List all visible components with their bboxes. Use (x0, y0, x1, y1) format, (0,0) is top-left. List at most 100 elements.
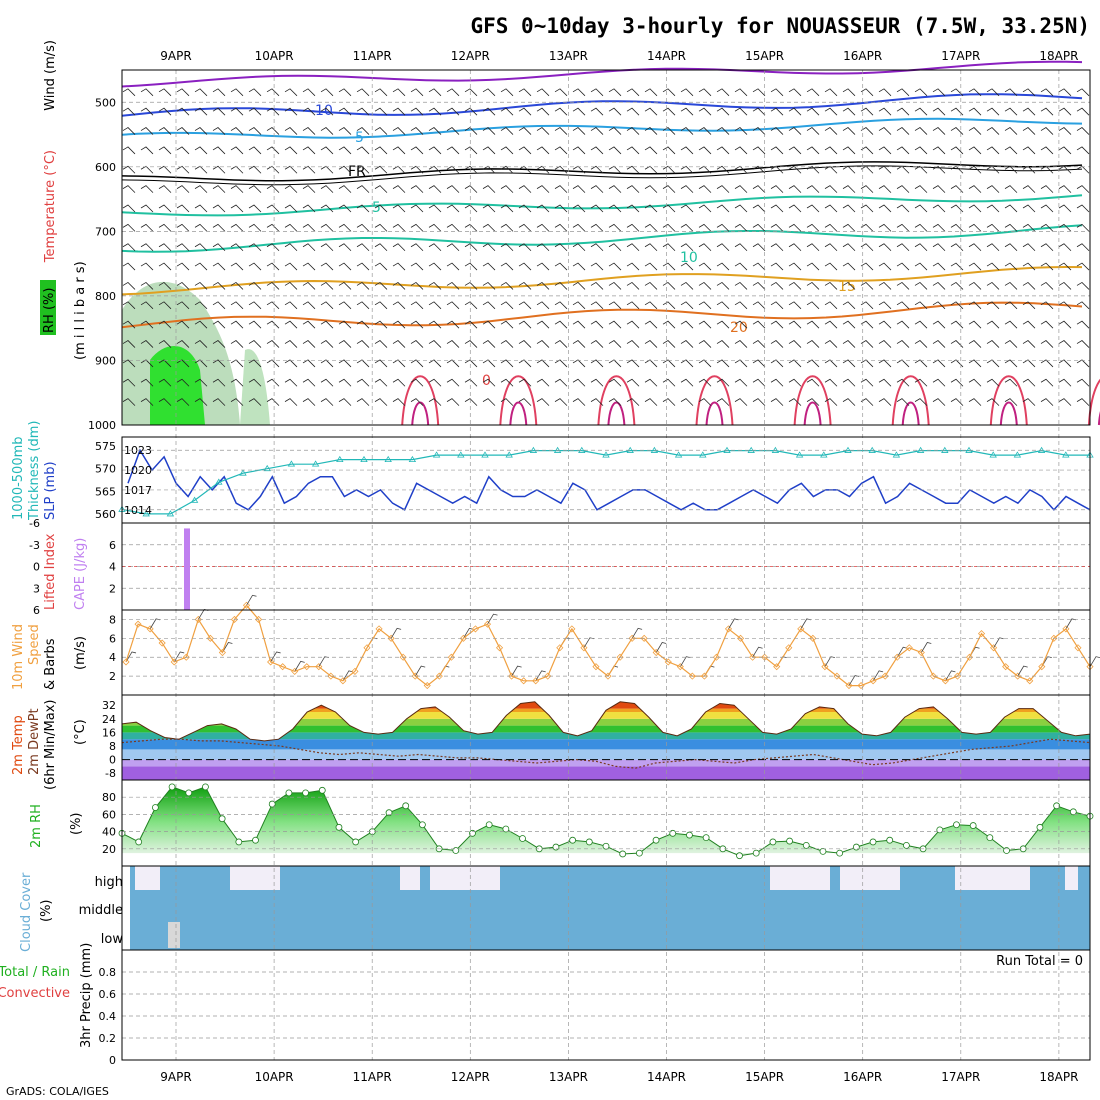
wind-barb (770, 146, 784, 155)
wind-barb-10m (390, 627, 402, 639)
wind-barb (176, 88, 190, 97)
rh-point (1069, 808, 1077, 816)
wind-barb (122, 185, 136, 193)
wind-speed-marker (821, 663, 829, 671)
wind-barb (716, 243, 730, 252)
wind-barb (1058, 204, 1072, 213)
wind-barb (392, 301, 406, 310)
wind-barb (392, 359, 406, 368)
wind-speed-marker (990, 644, 998, 652)
wind-barb (1022, 88, 1036, 97)
wind-barb (374, 88, 388, 97)
isotherm-line (121, 117, 1083, 139)
label-millibars: (m i l l i b a r s) (73, 261, 88, 360)
wind-barb (824, 185, 838, 193)
wind-barb (1004, 340, 1018, 348)
wind-barb (446, 281, 460, 290)
slp-tick: 1020 (124, 464, 152, 477)
wind-barb (248, 127, 262, 135)
wind-barb (770, 185, 784, 193)
wind-barb (1076, 281, 1090, 290)
wind-barb (878, 320, 892, 329)
wind-barb (824, 281, 838, 290)
wind-barb (338, 204, 352, 213)
wind-barb (770, 243, 784, 252)
wind-barb (680, 127, 694, 135)
wind-barb (716, 320, 730, 329)
wind-barb (950, 204, 964, 213)
wind-barb (284, 243, 298, 252)
wind-barb (122, 281, 136, 290)
wind-barb (698, 165, 712, 174)
wind-barb (698, 340, 712, 348)
wind-barb (500, 204, 514, 213)
wind-barb-10m (679, 656, 691, 667)
low-level-contour (793, 375, 832, 426)
wind-barb (482, 301, 496, 310)
wind-barb (536, 398, 550, 406)
wind-barb (572, 398, 586, 406)
wind-barb (734, 243, 748, 252)
wind-barb (896, 165, 910, 174)
rh-point (352, 838, 360, 846)
wind-barb (590, 320, 604, 329)
wind-barb (410, 359, 424, 368)
wind-barb (734, 262, 748, 271)
rh-point (1036, 823, 1044, 831)
wind-barb (518, 88, 532, 97)
wind-barb (194, 243, 208, 252)
rh-point (552, 843, 560, 851)
rh-point (852, 843, 860, 851)
low-cloud-block (168, 922, 180, 948)
wind-barb (878, 301, 892, 310)
wind-barb (428, 107, 442, 116)
wind-barb (518, 146, 532, 155)
wind-barb (608, 301, 622, 310)
wind-barb (284, 301, 298, 310)
rh-point (619, 850, 627, 858)
wind-barb-10m (246, 594, 257, 606)
wind-barb (590, 165, 604, 174)
wind-barb (230, 146, 244, 155)
wind-barb (446, 243, 460, 252)
label-wind: Wind (m/s) (43, 40, 58, 111)
low-level-contour (1087, 379, 1100, 426)
wind-barb (1040, 398, 1054, 406)
wind-barb (554, 223, 568, 232)
wind-barb (122, 88, 136, 97)
wind-barb (1058, 185, 1072, 193)
rh-tick: 60 (102, 808, 116, 821)
wind-barb (284, 378, 298, 387)
wind-barb (644, 243, 658, 252)
label-total-rain: Total / Rain (0, 965, 70, 980)
wind-barb (968, 243, 982, 252)
wind-speed-marker (158, 639, 166, 647)
wind-barb (1022, 398, 1036, 406)
wind-barb (302, 88, 316, 97)
wind-barb (140, 262, 154, 271)
wind-barb (482, 185, 496, 193)
wind-barb-10m (414, 665, 426, 677)
wind-barb (986, 88, 1000, 97)
wind-barb (1040, 88, 1054, 97)
wind-barb (266, 398, 280, 406)
wind-barb (806, 165, 820, 174)
wind-barb (140, 320, 154, 329)
wind-barb (158, 320, 172, 329)
wind-barb (1022, 223, 1036, 232)
wind-barb (446, 185, 460, 193)
wind-barb (374, 107, 388, 116)
wind-barb (356, 243, 370, 252)
wind-barb (500, 165, 514, 174)
wind-barb (662, 262, 676, 271)
thickness-tick: 565 (95, 485, 116, 498)
wind-barb (986, 340, 1000, 348)
wind-speed-marker (122, 658, 130, 666)
wind-barb (932, 378, 946, 387)
wind-barb (266, 107, 280, 116)
wind-barb (230, 88, 244, 97)
wind-barb (824, 378, 838, 387)
wind-barb (500, 301, 514, 310)
wind-barb (410, 281, 424, 290)
